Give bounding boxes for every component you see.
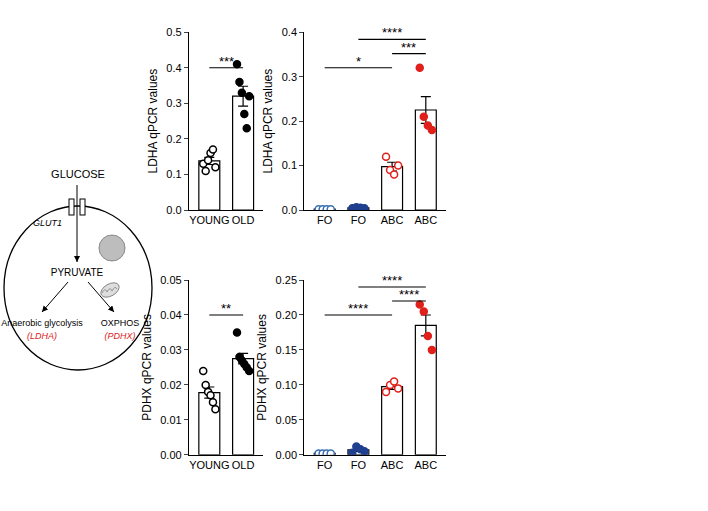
svg-text:0.5: 0.5 [166,26,181,38]
svg-text:****: **** [399,287,419,302]
svg-text:OLD: OLD [232,459,255,471]
svg-text:***: *** [219,54,234,69]
svg-text:OLD: OLD [232,214,255,226]
svg-text:0.0: 0.0 [282,204,297,216]
svg-text:0.1: 0.1 [282,159,297,171]
svg-text:Anaerobic glycolysis: Anaerobic glycolysis [1,318,83,328]
svg-text:LDHA qPCR values: LDHA qPCR values [261,69,275,174]
svg-text:****: **** [382,25,402,40]
svg-text:0.1: 0.1 [166,168,181,180]
svg-text:0.15: 0.15 [276,344,297,356]
svg-text:(PDHX): (PDHX) [105,331,136,341]
svg-text:0.01: 0.01 [160,414,181,426]
svg-text:YOUNG: YOUNG [189,214,229,226]
svg-text:0.00: 0.00 [276,449,297,461]
svg-text:****: **** [382,273,402,288]
svg-text:0.3: 0.3 [282,71,297,83]
svg-text:0.4: 0.4 [166,62,181,74]
svg-text:FO: FO [351,214,367,226]
svg-text:*: * [356,54,361,69]
svg-text:0.4: 0.4 [282,26,297,38]
svg-text:****: **** [348,301,368,316]
svg-text:0.20: 0.20 [276,309,297,321]
svg-text:**: ** [221,301,231,316]
svg-text:FO: FO [351,459,367,471]
svg-text:YOUNG: YOUNG [189,459,229,471]
svg-text:0.04: 0.04 [160,309,181,321]
svg-text:0.03: 0.03 [160,344,181,356]
svg-text:GLUCOSE: GLUCOSE [51,168,105,180]
svg-text:ABC: ABC [414,214,437,226]
svg-text:OXPHOS: OXPHOS [101,318,140,328]
svg-text:0.25: 0.25 [276,274,297,286]
svg-text:(LDHA): (LDHA) [27,331,57,341]
svg-text:0.05: 0.05 [160,274,181,286]
svg-text:FO: FO [317,459,333,471]
svg-text:0.2: 0.2 [282,115,297,127]
svg-text:0.02: 0.02 [160,379,181,391]
svg-text:ABC: ABC [381,459,404,471]
svg-text:0.05: 0.05 [276,414,297,426]
svg-text:0.10: 0.10 [276,379,297,391]
svg-text:ABC: ABC [381,214,404,226]
svg-text:0.2: 0.2 [166,133,181,145]
svg-text:LDHA qPCR values: LDHA qPCR values [146,69,160,174]
svg-text:PYRUVATE: PYRUVATE [51,267,104,278]
svg-text:0.0: 0.0 [166,204,181,216]
svg-text:PDHX qPCR values: PDHX qPCR values [255,314,269,421]
svg-text:GLUT1: GLUT1 [33,218,62,228]
svg-text:***: *** [401,40,416,55]
svg-text:ABC: ABC [414,459,437,471]
svg-text:0.00: 0.00 [160,449,181,461]
svg-text:FO: FO [317,214,333,226]
svg-text:0.3: 0.3 [166,97,181,109]
svg-text:PDHX qPCR values: PDHX qPCR values [139,314,154,421]
